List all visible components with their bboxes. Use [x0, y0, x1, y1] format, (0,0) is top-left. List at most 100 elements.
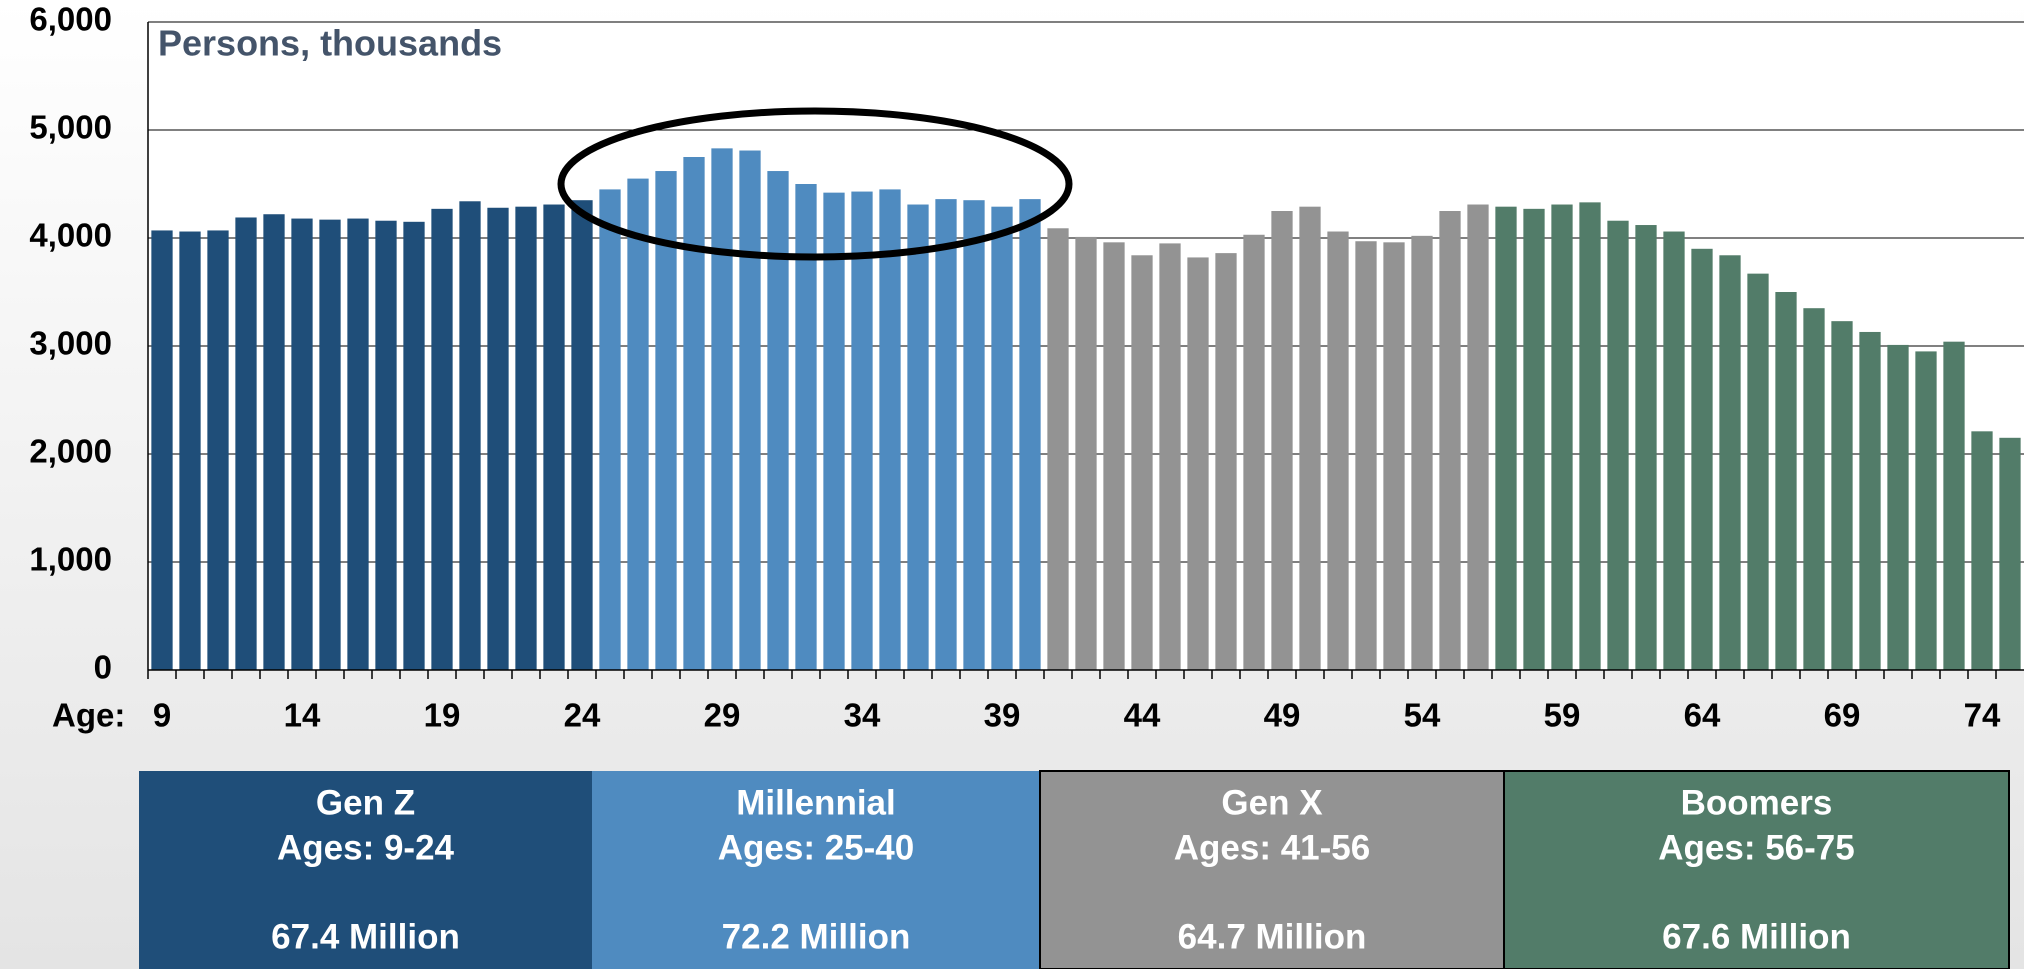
x-tick-label: 19 [424, 697, 461, 734]
bar [1579, 202, 1601, 671]
chart-title: Persons, thousands [158, 23, 502, 64]
bar [767, 171, 789, 671]
bar [1299, 206, 1321, 670]
bar [1383, 242, 1405, 670]
bar [739, 150, 761, 670]
bar [515, 206, 537, 670]
legend-box [1039, 770, 1505, 969]
y-tick-label: 0 [94, 649, 112, 686]
bar [879, 189, 901, 670]
bar [823, 192, 845, 670]
bar [1243, 234, 1265, 670]
bar [1803, 308, 1825, 670]
x-tick-label: 29 [704, 697, 741, 734]
bar [1355, 241, 1377, 671]
bar [151, 230, 173, 670]
bar [1019, 199, 1041, 670]
bar [571, 200, 593, 670]
bar [991, 206, 1013, 670]
bar [1103, 242, 1125, 670]
bar [683, 157, 705, 670]
bar [1887, 344, 1909, 670]
legend-ages: Ages: 41-56 [1174, 828, 1370, 867]
bar [907, 204, 929, 670]
bar [1971, 431, 1993, 670]
bar [1915, 351, 1937, 670]
bar [627, 178, 649, 670]
bar [655, 171, 677, 671]
bar [1999, 437, 2021, 670]
bar [1635, 225, 1657, 671]
legend-total: 67.6 Million [1662, 917, 1851, 956]
bar [291, 218, 313, 670]
bar [1467, 204, 1489, 670]
bar [1719, 255, 1741, 670]
bar [1075, 236, 1097, 671]
bar [487, 207, 509, 670]
bar [543, 204, 565, 670]
bar [319, 219, 341, 670]
bar [207, 230, 229, 670]
legend-ages: Ages: 56-75 [1658, 828, 1854, 867]
bar [1327, 231, 1349, 670]
bar [1523, 208, 1545, 670]
y-tick-label: 6,000 [29, 1, 112, 38]
bar [1495, 206, 1517, 670]
x-tick-label: 69 [1824, 697, 1861, 734]
bar [795, 184, 817, 670]
x-tick-label: 14 [284, 697, 321, 734]
bar [599, 189, 621, 670]
bar [1607, 220, 1629, 670]
bar [403, 221, 425, 671]
bar [1411, 235, 1433, 670]
bar [1943, 341, 1965, 670]
bar [375, 220, 397, 670]
x-tick-label: 54 [1404, 697, 1441, 734]
x-tick-label: 34 [844, 697, 881, 734]
legend-name: Gen Z [316, 783, 415, 822]
y-tick-label: 5,000 [29, 109, 112, 146]
bar [1047, 228, 1069, 670]
legend-ages: Ages: 9-24 [277, 828, 455, 867]
bar [1747, 273, 1769, 670]
bar [1215, 253, 1237, 670]
x-tick-label: 9 [153, 697, 171, 734]
y-tick-label: 2,000 [29, 433, 112, 470]
x-tick-label: 74 [1964, 697, 2001, 734]
x-axis-label: Age: [52, 697, 125, 734]
y-tick-label: 3,000 [29, 325, 112, 362]
bar [1859, 331, 1881, 670]
bar [1831, 321, 1853, 670]
legend-name: Gen X [1221, 783, 1323, 822]
highlight-ellipse [557, 107, 1073, 261]
legend-name: Millennial [736, 783, 895, 822]
bar [1691, 248, 1713, 671]
bar [963, 200, 985, 670]
bar [347, 218, 369, 670]
bar [263, 214, 285, 671]
x-tick-label: 64 [1684, 697, 1721, 734]
bar [431, 208, 453, 670]
x-tick-label: 24 [564, 697, 601, 734]
legend-total: 67.4 Million [271, 917, 460, 956]
x-tick-label: 59 [1544, 697, 1581, 734]
y-tick-label: 4,000 [29, 217, 112, 254]
legend-total: 64.7 Million [1178, 917, 1367, 956]
x-tick-label: 39 [984, 697, 1021, 734]
bar [1159, 243, 1181, 670]
legend-box [139, 771, 592, 969]
x-tick-label: 49 [1264, 697, 1301, 734]
bar [1551, 204, 1573, 670]
bar [179, 231, 201, 670]
bar [1131, 255, 1153, 670]
y-tick-label: 1,000 [29, 541, 112, 578]
bar [459, 201, 481, 670]
x-tick-label: 44 [1124, 697, 1161, 734]
bar [711, 148, 733, 671]
legend-total: 72.2 Million [722, 917, 911, 956]
bar [1775, 292, 1797, 670]
bar [935, 199, 957, 670]
bar [1439, 211, 1461, 670]
bar [235, 217, 257, 671]
